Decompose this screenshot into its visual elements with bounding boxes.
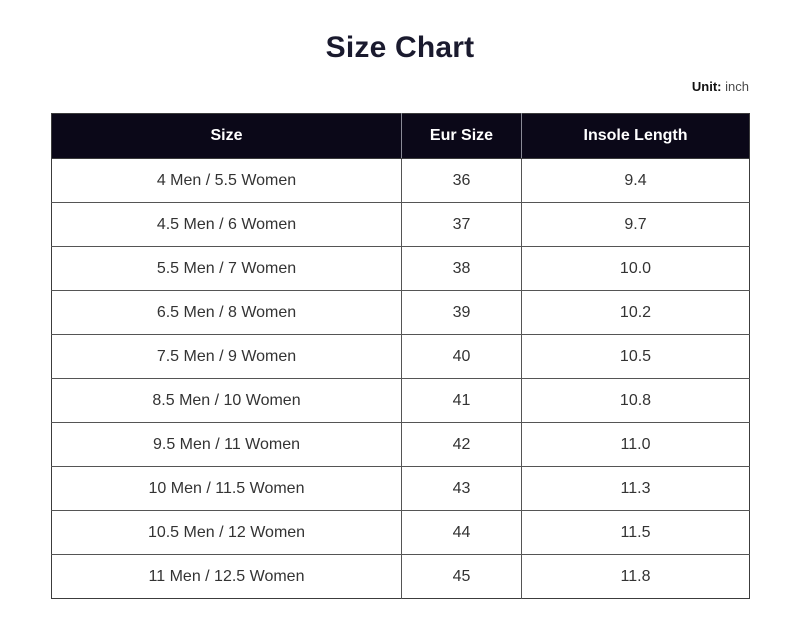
table-row: 8.5 Men / 10 Women 41 10.8 — [51, 378, 750, 423]
cell-eur-size: 44 — [401, 510, 522, 555]
table-row: 6.5 Men / 8 Women 39 10.2 — [51, 290, 750, 335]
column-header-insole-length: Insole Length — [521, 113, 750, 159]
cell-insole-length: 9.4 — [521, 158, 750, 203]
table-header: Size Eur Size Insole Length — [51, 113, 750, 159]
table-body: 4 Men / 5.5 Women 36 9.4 4.5 Men / 6 Women 3… — [51, 158, 750, 599]
cell-eur-size: 41 — [401, 378, 522, 423]
cell-insole-length: 11.5 — [521, 510, 750, 555]
table-row: 9.5 Men / 11 Women 42 11.0 — [51, 422, 750, 467]
table-row: 5.5 Men / 7 Women 38 10.0 — [51, 246, 750, 291]
unit-label: Unit: — [691, 79, 722, 94]
column-header-eur-size: Eur Size — [401, 113, 522, 159]
page-title: Size Chart — [325, 31, 475, 64]
table-row: 4 Men / 5.5 Women 36 9.4 — [51, 158, 750, 203]
table-row: 4.5 Men / 6 Women 37 9.7 — [51, 202, 750, 247]
cell-insole-length: 9.7 — [521, 202, 750, 247]
cell-insole-length: 11.0 — [521, 422, 750, 467]
cell-eur-size: 42 — [401, 422, 522, 467]
cell-eur-size: 45 — [401, 554, 522, 599]
column-header-size: Size — [51, 113, 402, 159]
table-row: 10 Men / 11.5 Women 43 11.3 — [51, 466, 750, 511]
cell-size: 8.5 Men / 10 Women — [51, 378, 402, 423]
cell-size: 9.5 Men / 11 Women — [51, 422, 402, 467]
cell-insole-length: 10.2 — [521, 290, 750, 335]
cell-eur-size: 40 — [401, 334, 522, 379]
cell-insole-length: 11.8 — [521, 554, 750, 599]
cell-insole-length: 11.3 — [521, 466, 750, 511]
cell-size: 4.5 Men / 6 Women — [51, 202, 402, 247]
table-row: 11 Men / 12.5 Women 45 11.8 — [51, 554, 750, 599]
table-row: 7.5 Men / 9 Women 40 10.5 — [51, 334, 750, 379]
cell-eur-size: 43 — [401, 466, 522, 511]
cell-size: 10.5 Men / 12 Women — [51, 510, 402, 555]
cell-size: 4 Men / 5.5 Women — [51, 158, 402, 203]
unit-note: Unit: inch — [692, 79, 749, 95]
cell-size: 11 Men / 12.5 Women — [51, 554, 402, 599]
cell-eur-size: 36 — [401, 158, 522, 203]
table-header-row: Size Eur Size Insole Length — [51, 113, 750, 159]
unit-value: inch — [725, 79, 749, 94]
cell-size: 5.5 Men / 7 Women — [51, 246, 402, 291]
cell-insole-length: 10.8 — [521, 378, 750, 423]
cell-insole-length: 10.0 — [521, 246, 750, 291]
cell-eur-size: 37 — [401, 202, 522, 247]
size-table-container: Size Eur Size Insole Length 4 Men / 5.5 … — [51, 113, 750, 599]
table-row: 10.5 Men / 12 Women 44 11.5 — [51, 510, 750, 555]
cell-eur-size: 38 — [401, 246, 522, 291]
cell-eur-size: 39 — [401, 290, 522, 335]
cell-size: 7.5 Men / 9 Women — [51, 334, 402, 379]
cell-size: 6.5 Men / 8 Women — [51, 290, 402, 335]
cell-size: 10 Men / 11.5 Women — [51, 466, 402, 511]
size-chart-table: Size Eur Size Insole Length 4 Men / 5.5 … — [51, 113, 750, 599]
cell-insole-length: 10.5 — [521, 334, 750, 379]
